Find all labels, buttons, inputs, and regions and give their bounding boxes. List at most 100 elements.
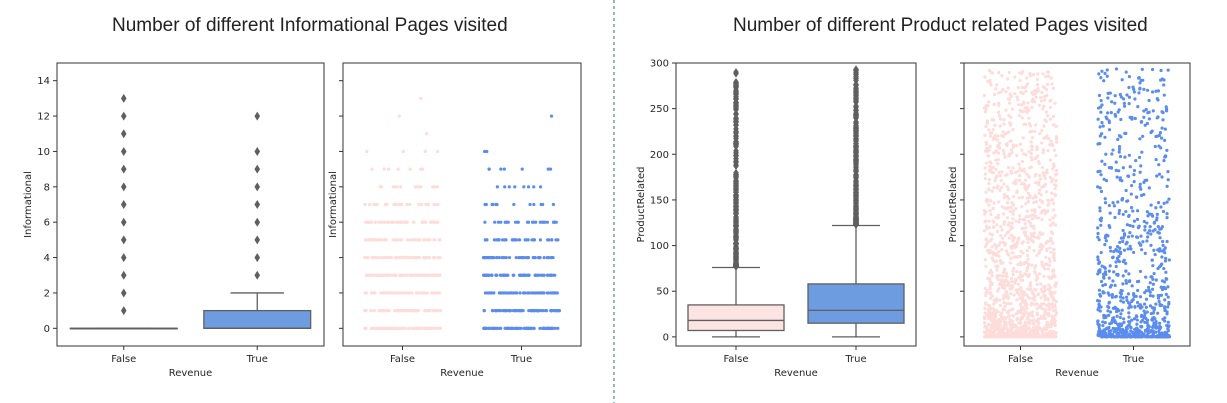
strip-point: [435, 273, 439, 277]
strip-point: [495, 185, 499, 189]
strip-point: [1144, 107, 1148, 112]
strip-point: [1147, 288, 1151, 293]
strip-point: [407, 326, 411, 330]
strip-point: [996, 216, 1000, 220]
strip-point: [1008, 139, 1012, 144]
strip-point: [1137, 279, 1141, 283]
strip-point: [1040, 200, 1045, 204]
strip-point: [1048, 158, 1053, 162]
strip-point: [417, 202, 421, 207]
strip-point: [497, 255, 502, 260]
strip-point: [1142, 109, 1146, 113]
strip-point: [1110, 293, 1115, 297]
strip-point: [1005, 216, 1010, 220]
axes-frame: [342, 62, 582, 347]
strip-point: [1150, 287, 1155, 291]
strip-point: [1025, 235, 1030, 239]
strip-point: [1098, 270, 1102, 274]
strip-point: [990, 294, 995, 298]
strip-point: [1028, 321, 1032, 325]
strip-point: [1030, 100, 1035, 104]
strip-point: [1002, 301, 1006, 305]
strip-point: [1098, 169, 1102, 173]
strip-point: [1025, 306, 1029, 310]
strip-point: [416, 326, 420, 330]
strip-point: [1160, 287, 1165, 292]
strip-point: [522, 255, 526, 260]
strip-point: [1044, 119, 1048, 123]
strip-point: [1031, 319, 1035, 323]
strip-point: [1014, 288, 1018, 292]
strip-point: [553, 326, 557, 330]
strip-point: [990, 118, 994, 122]
strip-point: [415, 238, 420, 242]
strip-point: [370, 291, 374, 295]
strip-point: [1165, 239, 1169, 244]
strip-point: [988, 335, 992, 339]
strip-point: [1161, 335, 1165, 339]
strip-point: [1138, 182, 1142, 186]
strip-point: [986, 308, 990, 312]
strip-point: [1111, 279, 1115, 283]
strip-point: [486, 273, 490, 277]
strip-point: [991, 320, 995, 325]
strip-point: [1007, 154, 1011, 158]
strip-point: [382, 273, 386, 277]
axes-frame: [675, 62, 917, 347]
strip-point: [514, 238, 519, 242]
strip-point: [1052, 183, 1057, 187]
strip-point: [538, 326, 542, 330]
strip-point: [1030, 105, 1034, 109]
strip-point: [1007, 328, 1011, 332]
strip-point: [1125, 199, 1129, 203]
strip-point: [1039, 296, 1043, 300]
strip-point: [1156, 266, 1160, 271]
strip-point: [1136, 226, 1140, 230]
strip-point: [534, 273, 538, 277]
strip-point: [1030, 147, 1034, 152]
strip-point: [1136, 209, 1140, 213]
strip-point: [1117, 147, 1122, 151]
strip-point: [989, 296, 993, 300]
strip-point: [1131, 250, 1136, 255]
strip-point: [997, 70, 1001, 75]
strip-point: [1120, 179, 1124, 183]
strip-point: [510, 238, 514, 242]
strip-point: [1157, 231, 1161, 235]
strip-point: [1120, 308, 1124, 312]
strip-point: [1157, 144, 1161, 148]
strip-point: [408, 167, 412, 171]
strip-point: [996, 318, 1001, 322]
strip-point: [433, 291, 437, 295]
strip-point: [1131, 224, 1135, 228]
strip-point: [1011, 272, 1015, 277]
strip-point: [1135, 322, 1139, 326]
strip-point: [1103, 335, 1107, 339]
strip-point: [1127, 101, 1131, 106]
strip-point: [1008, 210, 1012, 214]
strip-point: [1019, 90, 1023, 95]
strip-point: [1131, 85, 1135, 89]
strip-point: [1113, 215, 1117, 220]
strip-point: [1125, 93, 1129, 97]
strip-point: [1140, 150, 1144, 154]
strip-point: [386, 291, 390, 295]
strip-point: [1039, 99, 1043, 103]
strip-point: [1130, 183, 1134, 188]
strip-point: [1029, 301, 1033, 305]
strip-point: [1106, 304, 1110, 309]
strip-point: [1006, 97, 1011, 101]
strip-point: [1040, 260, 1044, 264]
strip-point: [1002, 212, 1006, 216]
strip-point: [1100, 69, 1104, 73]
strip-point: [1017, 174, 1022, 178]
strip-point: [1044, 323, 1049, 327]
strip-point: [1015, 291, 1019, 295]
strip-point: [551, 291, 555, 295]
strip-point: [994, 313, 998, 318]
strip-point: [993, 136, 997, 140]
strip-point: [377, 273, 381, 277]
strip-point: [1026, 191, 1031, 195]
outlier-marker: [733, 86, 739, 95]
